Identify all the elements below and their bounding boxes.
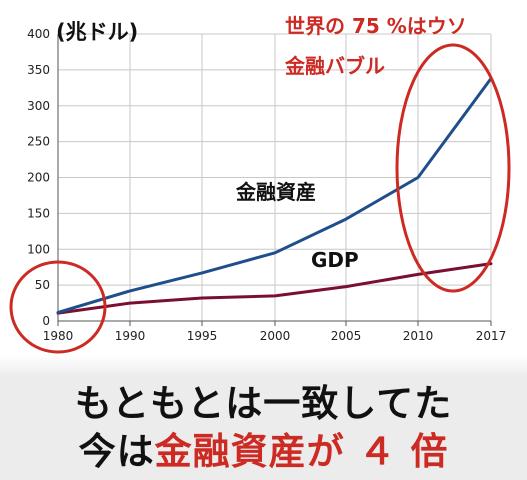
highlight-circle-1980 [9, 260, 107, 354]
y-tick-label: 200 [27, 171, 50, 185]
y-tick-label: 300 [27, 99, 50, 113]
annotation-line-1: 世界の 75 %はウソ [285, 14, 467, 38]
y-tick-label: 350 [27, 63, 50, 77]
x-tick-label: 1990 [115, 329, 146, 343]
y-tick-label: 100 [27, 242, 50, 256]
x-tick-label: 2005 [331, 329, 362, 343]
series-line-financial-assets [56, 77, 493, 314]
highlight-circles [9, 43, 511, 354]
series-label-gdp: GDP [311, 248, 359, 272]
chart-axes [57, 34, 492, 326]
caption-band [0, 355, 527, 480]
caption-line-2-prefix: 今は [78, 430, 155, 473]
x-tick-label: 2017 [476, 329, 507, 343]
highlight-circle-2010-2017 [395, 43, 511, 293]
y-tick-labels: 0 50 100 150 200 250 300 350 400 [27, 27, 50, 328]
x-tick-label: 1995 [187, 329, 218, 343]
series-lines [56, 77, 493, 315]
x-tick-labels: 1980 1990 1995 2000 2005 2010 2017 [43, 329, 507, 343]
caption-line-2: 今は金融資産が ４ 倍 [0, 421, 527, 475]
y-tick-label: 0 [42, 314, 50, 328]
chart-grid [57, 33, 492, 322]
x-tick-label: 1980 [43, 329, 74, 343]
caption-line-1: もともとは一致してた [74, 382, 453, 425]
annotation-line-2: 金融バブル [285, 54, 385, 78]
series-line-gdp [56, 262, 493, 315]
series-label-financial-assets: 金融資産 [236, 180, 316, 204]
y-tick-label: 400 [27, 27, 50, 41]
y-axis-label: (兆ドル) [56, 20, 139, 44]
caption-line-2-highlight: 金融資産が ４ 倍 [154, 430, 449, 473]
x-tick-label: 2000 [260, 329, 291, 343]
y-tick-label: 50 [35, 278, 50, 292]
x-tick-label: 2010 [403, 329, 434, 343]
y-tick-label: 250 [27, 135, 50, 149]
y-tick-label: 150 [27, 206, 50, 220]
